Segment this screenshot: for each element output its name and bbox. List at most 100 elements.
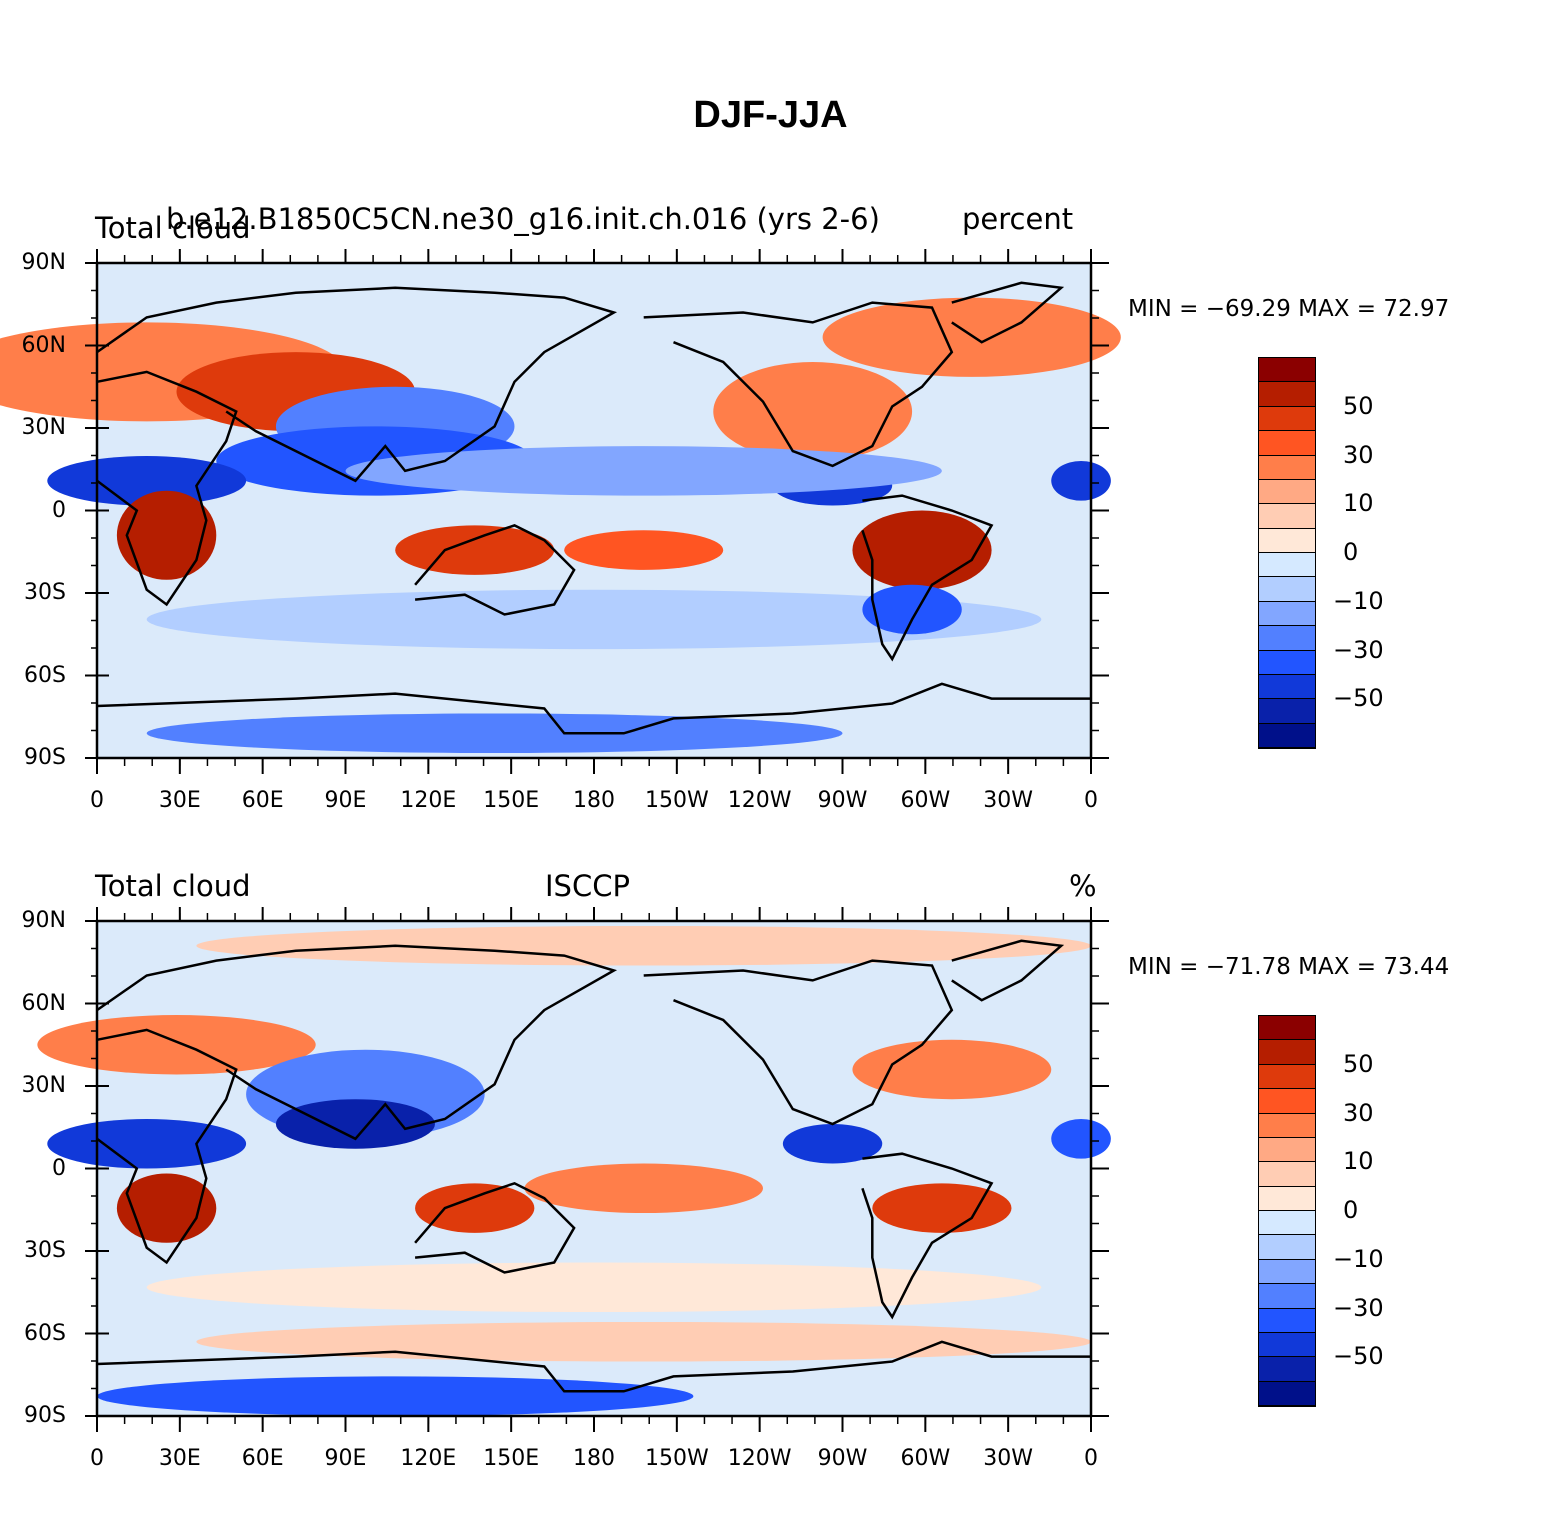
- lat-tick-label: 30S: [24, 580, 66, 605]
- colorbar-swatch: [1259, 455, 1315, 480]
- panel-right-label: %: [1069, 869, 1097, 903]
- colorbar-label: −30: [1333, 1293, 1384, 1322]
- coastline: [96, 1028, 238, 1265]
- lon-tick-label: 60E: [241, 788, 284, 813]
- lon-tick-label: 120W: [727, 788, 792, 813]
- colorbar-swatch: [1259, 1137, 1315, 1163]
- lon-tick-label: 90E: [324, 788, 367, 813]
- colorbar-label: −10: [1333, 1244, 1384, 1273]
- contour-region: [146, 589, 1042, 650]
- colorbar-swatch: [1259, 1284, 1315, 1309]
- contour-region: [524, 1163, 763, 1214]
- contour-region: [97, 1376, 694, 1416]
- min-max-readout: MIN = −69.29 MAX = 72.97: [1128, 296, 1450, 322]
- colorbar-swatch: [1259, 577, 1315, 602]
- coastline: [96, 1340, 1091, 1393]
- colorbar-swatch: [1259, 1381, 1315, 1406]
- colorbar-swatch: [1259, 626, 1315, 651]
- lon-tick-label: 0: [90, 1446, 104, 1471]
- colorbar-swatch: [1259, 528, 1315, 553]
- colorbar-label: 30: [1343, 440, 1374, 469]
- colorbar-swatch: [1259, 358, 1315, 383]
- contour-region: [1051, 1119, 1111, 1159]
- colorbar-swatch: [1259, 1040, 1315, 1065]
- colorbar: [1258, 1015, 1316, 1407]
- contour-region: [47, 1119, 247, 1169]
- colorbar: [1258, 357, 1316, 749]
- colorbar-label: −30: [1333, 635, 1384, 664]
- coastline: [643, 959, 954, 1126]
- lon-tick-label: 60E: [241, 1446, 284, 1471]
- lon-tick-label: 90W: [817, 788, 868, 813]
- colorbar-swatch: [1259, 1308, 1315, 1333]
- contour-region: [37, 1015, 316, 1075]
- lon-tick-label: 90E: [324, 1446, 367, 1471]
- coastline: [861, 494, 994, 662]
- colorbar-swatch: [1259, 1162, 1315, 1187]
- lat-tick-label: 90N: [21, 250, 66, 275]
- coastline: [96, 682, 1091, 735]
- colorbar-swatch: [1259, 1357, 1315, 1382]
- lat-tick-label: 60S: [24, 1320, 66, 1346]
- lon-tick-label: 120E: [400, 1446, 457, 1471]
- coastline: [861, 1152, 994, 1320]
- coastline: [414, 524, 576, 616]
- lat-tick-label: 30N: [21, 415, 66, 440]
- lon-tick-label: 30E: [158, 1446, 201, 1471]
- contour-region: [822, 297, 1121, 377]
- contour-region: [116, 490, 217, 580]
- lon-tick-label: 0: [90, 788, 104, 813]
- colorbar-swatch: [1259, 601, 1315, 627]
- colorbar-label: −50: [1333, 684, 1384, 713]
- contour-region: [196, 1321, 1091, 1362]
- colorbar-label: 10: [1343, 1147, 1374, 1176]
- colorbar-swatch: [1259, 1235, 1315, 1260]
- panel-center-label: ISCCP: [545, 869, 630, 903]
- lat-tick-label: 60S: [24, 662, 66, 688]
- min-max-readout: MIN = −71.78 MAX = 73.44: [1128, 954, 1450, 980]
- colorbar-label: 50: [1343, 391, 1374, 420]
- lat-tick-label: 30S: [24, 1238, 66, 1263]
- contour-region: [872, 1183, 1012, 1233]
- lat-tick-label: 90S: [24, 1403, 66, 1428]
- colorbar-swatch: [1259, 431, 1315, 456]
- lat-tick-label: 0: [52, 1155, 66, 1181]
- colorbar-swatch: [1259, 1186, 1315, 1211]
- contour-region: [345, 446, 942, 496]
- contour-region: [146, 713, 843, 754]
- lon-tick-label: 90W: [817, 1446, 868, 1471]
- lat-tick-label: 60N: [21, 332, 66, 358]
- colorbar-swatch: [1259, 406, 1315, 432]
- coastline: [951, 939, 1065, 1002]
- colorbar-label: 50: [1343, 1049, 1374, 1078]
- colorbar-swatch: [1259, 1016, 1315, 1041]
- lon-tick-label: 0: [1084, 1446, 1098, 1471]
- lon-tick-label: 180: [573, 788, 615, 813]
- lat-tick-label: 30N: [21, 1073, 66, 1098]
- colorbar-swatch: [1259, 1259, 1315, 1285]
- colorbar-label: 0: [1343, 1196, 1359, 1224]
- lat-tick-label: 0: [52, 497, 66, 523]
- lat-tick-label: 90S: [24, 745, 66, 770]
- lon-tick-label: 30W: [983, 788, 1034, 813]
- colorbar-label: 0: [1343, 538, 1359, 566]
- colorbar-swatch: [1259, 674, 1315, 700]
- contour-region: [862, 584, 962, 635]
- lon-tick-label: 180: [573, 1446, 615, 1471]
- lon-tick-label: 150E: [483, 1446, 540, 1471]
- coastline: [96, 370, 238, 607]
- colorbar-label: −50: [1333, 1342, 1384, 1371]
- contour-region: [852, 1039, 1052, 1100]
- contour-region: [146, 1262, 1042, 1313]
- lon-tick-label: 60W: [900, 1446, 951, 1471]
- colorbar-swatch: [1259, 1089, 1315, 1114]
- colorbar-swatch: [1259, 723, 1315, 748]
- figure-title: DJF-JJA: [693, 94, 848, 136]
- contour-region: [564, 530, 724, 570]
- coastline: [414, 1181, 576, 1274]
- panel-right-label: percent: [962, 202, 1074, 236]
- colorbar-swatch: [1259, 1113, 1315, 1138]
- colorbar-swatch: [1259, 553, 1315, 578]
